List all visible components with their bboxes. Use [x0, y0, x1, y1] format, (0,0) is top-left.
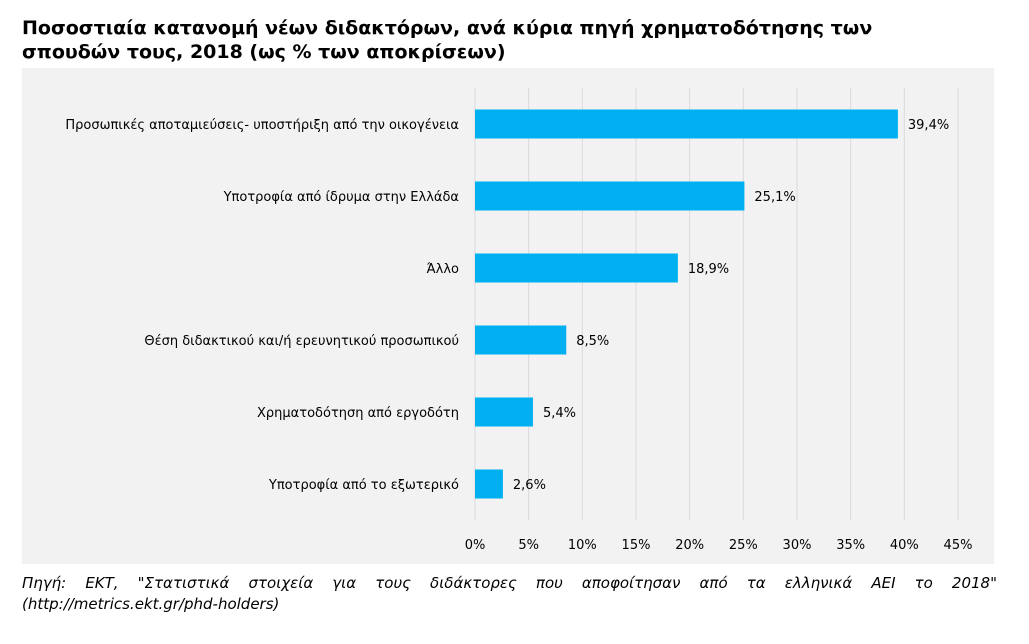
data-label: 39,4%: [908, 118, 949, 133]
data-label: 5,4%: [543, 406, 576, 421]
x-tick-label: 0%: [465, 538, 486, 553]
x-tick-label: 20%: [675, 538, 704, 553]
source-line-2: (http://metrics.ekt.gr/phd-holders): [22, 595, 280, 613]
category-label: Υποτροφία από ίδρυμα στην Ελλάδα: [223, 190, 459, 205]
x-tick-label: 40%: [890, 538, 919, 553]
bar: [475, 181, 745, 211]
data-label: 18,9%: [688, 262, 729, 277]
bar: [475, 325, 567, 355]
bar: [475, 469, 503, 499]
bar: [475, 397, 533, 427]
x-tick-label: 15%: [622, 538, 651, 553]
category-label: Θέση διδακτικού και/ή ερευνητικού προσωπ…: [144, 334, 459, 349]
chart-area: [22, 68, 994, 564]
chart-title: Ποσοστιαία κατανομή νέων διδακτόρων, ανά…: [22, 16, 1012, 64]
category-label: Προσωπικές αποταμιεύσεις- υποστήριξη από…: [65, 118, 459, 133]
chart-title-line-1: Ποσοστιαία κατανομή νέων διδακτόρων, ανά…: [22, 17, 873, 39]
bar: [475, 109, 898, 139]
x-tick-label: 10%: [568, 538, 597, 553]
source-line-1: Πηγή: ΕΚΤ, "Στατιστικά στοιχεία για τους…: [22, 574, 997, 592]
category-label: Υποτροφία από το εξωτερικό: [268, 478, 459, 493]
x-tick-label: 35%: [836, 538, 865, 553]
x-tick-label: 5%: [518, 538, 539, 553]
x-tick-label: 45%: [944, 538, 973, 553]
source-note: Πηγή: ΕΚΤ, "Στατιστικά στοιχεία για τους…: [22, 573, 997, 615]
x-tick-label: 25%: [729, 538, 758, 553]
data-label: 2,6%: [513, 478, 546, 493]
data-label: 8,5%: [576, 334, 609, 349]
category-label: Χρηματοδότηση από εργοδότη: [257, 406, 459, 421]
x-tick-label: 30%: [783, 538, 812, 553]
bar: [475, 253, 678, 283]
chart-title-line-2: σπουδών τους, 2018 (ως % των αποκρίσεων): [22, 41, 506, 63]
data-label: 25,1%: [754, 190, 795, 205]
category-label: Άλλο: [427, 262, 459, 277]
